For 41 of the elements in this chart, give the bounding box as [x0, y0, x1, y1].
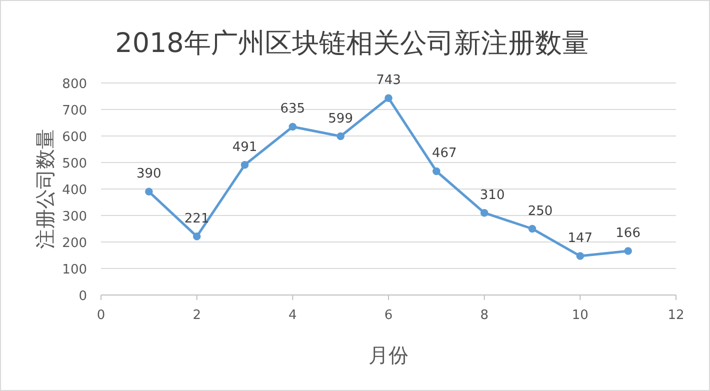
point	[145, 188, 153, 196]
y-tick-label: 200	[62, 236, 87, 251]
x-tick-label: 2	[192, 308, 201, 323]
point	[528, 224, 536, 233]
data-label: 743	[376, 73, 401, 88]
point	[432, 167, 440, 176]
point	[384, 94, 392, 102]
point	[624, 247, 632, 255]
x-tick-label: 12	[668, 308, 684, 323]
y-tick-label: 100	[62, 262, 87, 278]
y-tick-label: 400	[62, 183, 87, 198]
y-tick-label: 600	[62, 130, 87, 145]
y-tick-label: 0	[78, 289, 87, 304]
data-label: 635	[280, 102, 306, 117]
point	[480, 208, 488, 217]
data-label: 467	[432, 146, 457, 162]
x-tick-label: 6	[384, 308, 393, 323]
data-label: 250	[528, 204, 553, 219]
y-tick-label: 700	[62, 104, 87, 118]
data-label: 166	[616, 226, 640, 242]
x-tick-label: 0	[96, 308, 106, 323]
y-axis-title: 注册公司数量	[33, 129, 57, 249]
x-tick-label: 10	[572, 308, 588, 323]
point	[336, 132, 344, 140]
y-tick-label: 300	[62, 210, 87, 224]
data-label: 390	[136, 166, 162, 182]
point	[288, 122, 297, 131]
data-label: 599	[328, 111, 353, 126]
x-tick-label: 4	[288, 308, 297, 323]
chart-title: 2018年广州区块链相关公司新注册数量	[115, 28, 589, 59]
data-label: 310	[480, 188, 505, 203]
point	[192, 232, 201, 240]
y-tick-label: 500	[62, 156, 87, 172]
x-tick-label: 8	[480, 308, 488, 323]
data-label: 221	[184, 211, 210, 226]
x-axis-title: 月份	[368, 343, 408, 367]
point	[240, 161, 249, 169]
point	[576, 252, 584, 260]
y-tick-label: 800	[62, 77, 87, 92]
data-label: 147	[568, 231, 593, 246]
data-label: 491	[232, 140, 258, 155]
